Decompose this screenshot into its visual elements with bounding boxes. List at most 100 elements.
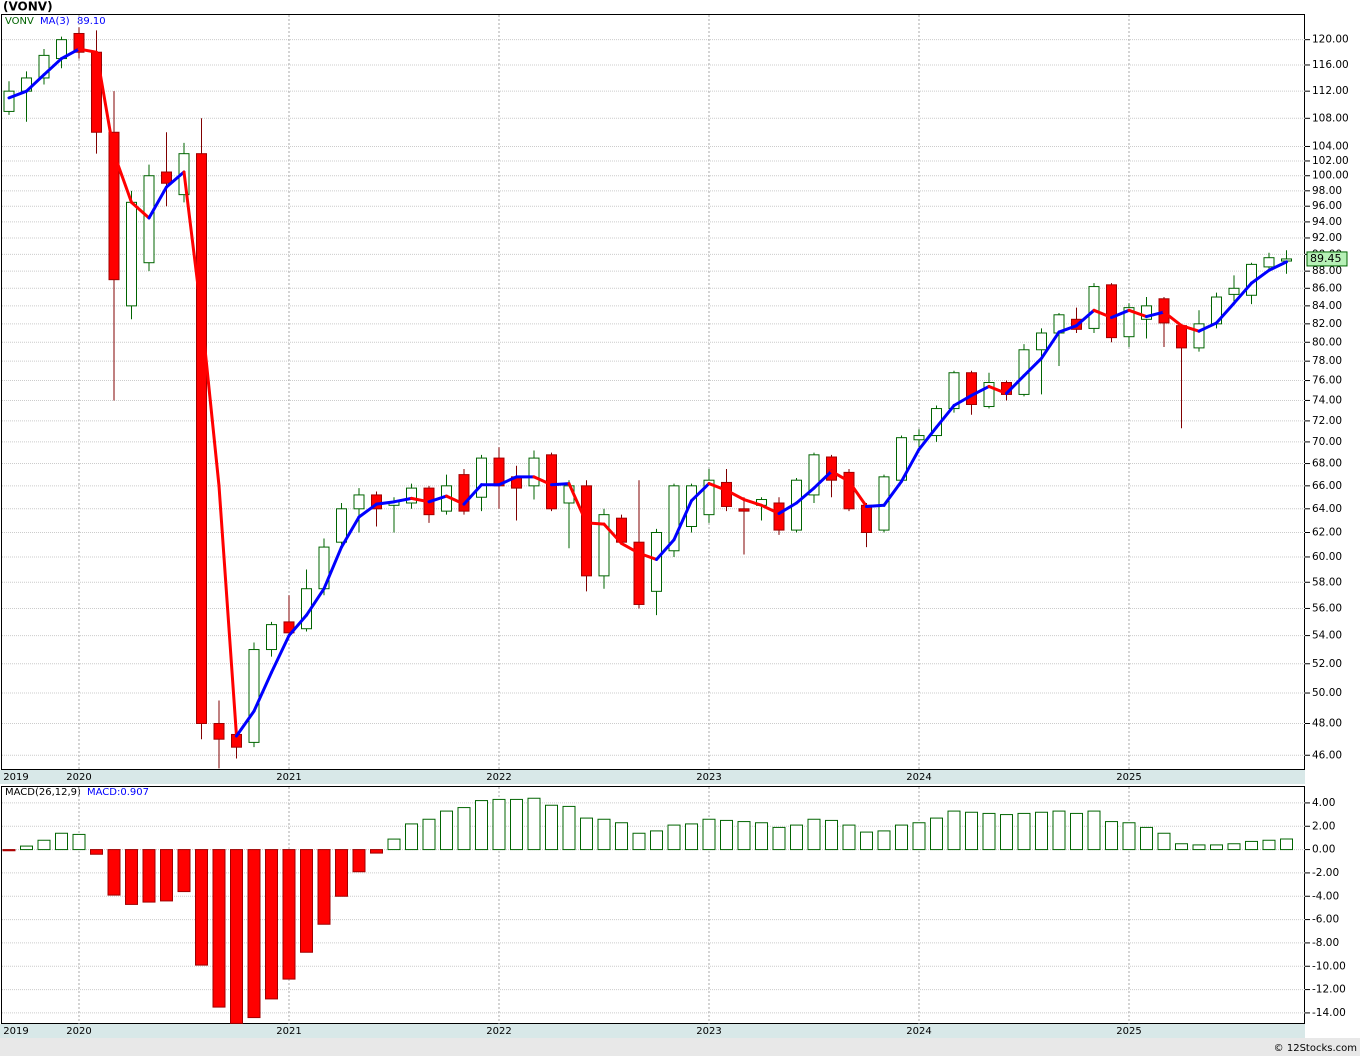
ma-segment — [340, 515, 361, 549]
ma-segment — [900, 447, 921, 483]
y-tick-label: 98.00 — [1312, 185, 1342, 197]
last-price-label: 89.45 — [1310, 252, 1342, 265]
macd-bar — [90, 849, 103, 855]
macd-bar — [1210, 844, 1223, 851]
chart-title: (VONV) — [3, 0, 53, 14]
macd-bar — [615, 822, 628, 851]
macd-bar — [142, 849, 156, 903]
ma-segment — [305, 587, 326, 617]
y-tick-label: -12.00 — [1312, 984, 1346, 996]
y-tick-label: 80.00 — [1312, 336, 1342, 348]
macd-bar — [160, 849, 173, 902]
x-axis-strip — [0, 1024, 1305, 1038]
y-tick-label: 86.00 — [1312, 282, 1342, 294]
y-tick-label: 52.00 — [1312, 658, 1342, 670]
ma-segment — [462, 483, 483, 506]
footer: © 12Stocks.com — [1274, 1043, 1357, 1054]
last-price-box — [1306, 251, 1348, 267]
macd-bar — [737, 821, 751, 851]
macd-bar — [632, 832, 646, 851]
ma-segment — [497, 475, 518, 487]
candle-body — [651, 531, 662, 592]
x-tick-label: 2019 — [3, 1026, 28, 1037]
ma-segment — [200, 313, 221, 488]
macd-bar — [1052, 810, 1066, 851]
macd-bar — [1192, 844, 1206, 851]
macd-bar — [842, 824, 856, 851]
candle-body — [283, 621, 295, 634]
macd-bar — [230, 849, 243, 1024]
x-tick-label: 2023 — [696, 772, 721, 783]
candle-body — [3, 90, 15, 112]
y-tick-label: 74.00 — [1312, 394, 1342, 406]
ma-segment — [1197, 321, 1218, 333]
candle-body — [213, 722, 225, 740]
macd-bar — [2, 849, 16, 852]
ma-segment — [1127, 308, 1148, 319]
macd-bar — [1017, 812, 1031, 851]
price-frame — [1, 14, 1305, 770]
ma-segment — [1005, 374, 1026, 395]
candle-body — [581, 485, 592, 577]
ma-segment — [987, 384, 1008, 395]
y-tick-label: -10.00 — [1312, 960, 1346, 972]
macd-bar — [387, 838, 401, 851]
macd-bar — [457, 807, 471, 851]
ma-segment — [77, 47, 98, 54]
ma-segment — [270, 634, 291, 674]
ma-segment — [165, 170, 186, 189]
macd-bar — [772, 826, 786, 851]
x-tick-label: 2020 — [66, 1026, 91, 1037]
x-axis-strip — [0, 770, 1305, 784]
macd-bar — [825, 819, 838, 851]
candle-body — [721, 481, 732, 507]
ma-segment — [322, 545, 343, 591]
candle-body — [108, 131, 120, 281]
y-tick-label: -6.00 — [1312, 914, 1339, 926]
candle-body — [196, 153, 207, 724]
macd-bar — [1070, 812, 1083, 851]
y-tick-label: 104.00 — [1312, 140, 1349, 152]
ma-segment — [725, 488, 746, 502]
ma-segment — [532, 475, 553, 487]
ma-segment — [357, 502, 378, 519]
ma-segment — [917, 425, 938, 451]
ma-segment — [637, 551, 658, 561]
y-tick-label: 70.00 — [1312, 436, 1342, 448]
y-tick-label: 68.00 — [1312, 458, 1342, 470]
macd-bar — [422, 818, 436, 851]
ma-segment — [60, 47, 81, 61]
ma-segment — [287, 613, 308, 638]
macd-bar — [685, 823, 698, 851]
macd-bar — [702, 818, 716, 851]
macd-bar — [125, 849, 138, 905]
candle-body — [476, 457, 487, 498]
ma-segment — [882, 479, 903, 507]
legend-ma-value: 89.10 — [77, 16, 106, 27]
macd-bar — [247, 849, 261, 1019]
macd-bar — [1000, 814, 1013, 851]
candle-body — [528, 457, 540, 487]
candle-body — [1263, 257, 1275, 268]
macd-frame — [1, 786, 1305, 1024]
macd-bar — [177, 849, 191, 893]
macd-bar — [405, 823, 418, 851]
x-tick-label: 2020 — [66, 772, 91, 783]
ma-segment — [620, 541, 641, 555]
x-tick-label: 2025 — [1116, 1026, 1141, 1037]
macd-bar — [1227, 843, 1241, 851]
macd-bar — [370, 849, 383, 854]
ma-segment — [707, 482, 728, 492]
y-tick-label: 94.00 — [1312, 216, 1342, 228]
macd-bar — [1280, 838, 1293, 851]
candle-body — [773, 502, 785, 531]
macd-bar — [720, 819, 733, 851]
macd-bar — [1245, 840, 1258, 851]
ma-segment — [777, 501, 798, 515]
x-tick-label: 2024 — [906, 772, 931, 783]
y-tick-label: 72.00 — [1312, 415, 1342, 427]
x-tick-label: 2023 — [696, 1026, 721, 1037]
macd-bar — [1157, 832, 1171, 851]
macd-bar — [282, 849, 296, 980]
y-tick-label: -4.00 — [1312, 890, 1339, 902]
